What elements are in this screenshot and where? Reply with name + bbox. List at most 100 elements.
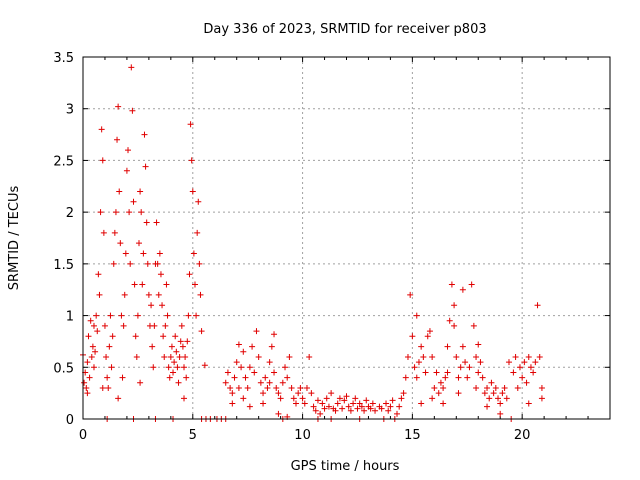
data-point	[490, 390, 497, 397]
data-point	[473, 384, 480, 391]
data-point	[121, 291, 128, 298]
data-point	[181, 364, 188, 371]
data-point	[81, 379, 88, 386]
data-point	[94, 328, 101, 335]
x-tick-label: 20	[514, 428, 531, 443]
data-point	[521, 359, 528, 366]
data-point	[184, 338, 191, 345]
data-point	[244, 384, 251, 391]
y-tick-label: 3.5	[53, 51, 74, 66]
data-point	[437, 379, 444, 386]
data-point	[312, 407, 319, 414]
data-point	[133, 353, 140, 360]
data-point	[191, 281, 198, 288]
data-point	[92, 348, 99, 355]
data-point	[166, 374, 173, 381]
data-point	[429, 353, 436, 360]
data-point	[93, 312, 100, 319]
data-point	[255, 353, 262, 360]
data-point	[286, 353, 293, 360]
data-point	[171, 359, 178, 366]
data-point	[159, 302, 166, 309]
data-point	[131, 281, 138, 288]
data-point	[240, 395, 247, 402]
data-point	[288, 384, 295, 391]
data-point	[132, 333, 139, 340]
data-point	[444, 343, 451, 350]
data-point	[168, 343, 175, 350]
data-point	[516, 364, 523, 371]
data-point	[519, 374, 526, 381]
plot-frame	[82, 56, 611, 420]
data-point	[411, 364, 418, 371]
data-point	[141, 131, 148, 138]
data-point	[88, 353, 95, 360]
data-point	[101, 322, 108, 329]
data-point	[525, 400, 532, 407]
data-point	[185, 312, 192, 319]
data-point	[246, 403, 253, 410]
data-point	[195, 198, 202, 205]
data-point	[162, 322, 169, 329]
data-point	[266, 359, 273, 366]
data-point	[260, 390, 267, 397]
data-point	[499, 390, 506, 397]
data-point	[129, 107, 136, 114]
data-point	[182, 353, 189, 360]
data-point	[116, 188, 123, 195]
data-point	[229, 400, 236, 407]
data-point	[470, 322, 477, 329]
data-point	[400, 390, 407, 397]
data-point	[233, 359, 240, 366]
data-point	[227, 384, 234, 391]
data-point	[442, 374, 449, 381]
data-point	[115, 103, 122, 110]
data-point	[179, 343, 186, 350]
data-point	[154, 260, 161, 267]
data-point	[413, 312, 420, 319]
data-point	[108, 364, 115, 371]
data-point	[352, 395, 359, 402]
data-point	[473, 353, 480, 360]
data-point	[201, 362, 208, 369]
data-point	[328, 390, 335, 397]
data-point	[106, 343, 113, 350]
data-point	[134, 312, 141, 319]
data-point	[98, 126, 105, 133]
data-point	[345, 403, 352, 410]
data-point	[538, 395, 545, 402]
data-point	[84, 390, 91, 397]
data-point	[148, 302, 155, 309]
data-point	[501, 384, 508, 391]
data-point	[369, 400, 376, 407]
data-point	[123, 167, 130, 174]
data-point	[96, 291, 103, 298]
data-point	[110, 260, 117, 267]
data-point	[279, 379, 286, 386]
y-tick-label: 0.5	[53, 361, 74, 376]
data-point	[415, 359, 422, 366]
data-point	[151, 322, 158, 329]
data-point	[404, 353, 411, 360]
data-point	[90, 322, 97, 329]
data-point	[187, 121, 194, 128]
data-point	[455, 374, 462, 381]
data-point	[341, 397, 348, 404]
data-point	[125, 147, 132, 154]
data-point	[448, 281, 455, 288]
data-point	[160, 333, 167, 340]
data-point	[435, 390, 442, 397]
data-point	[142, 163, 149, 170]
chart-title: Day 336 of 2023, SRMTID for receiver p80…	[203, 22, 486, 37]
data-point	[262, 374, 269, 381]
data-point	[282, 364, 289, 371]
data-point	[284, 374, 291, 381]
data-point	[183, 374, 190, 381]
data-point	[343, 393, 350, 400]
data-point	[167, 353, 174, 360]
data-point	[235, 341, 242, 348]
data-point	[424, 333, 431, 340]
data-point	[378, 405, 385, 412]
data-point	[165, 364, 172, 371]
data-point	[235, 384, 242, 391]
